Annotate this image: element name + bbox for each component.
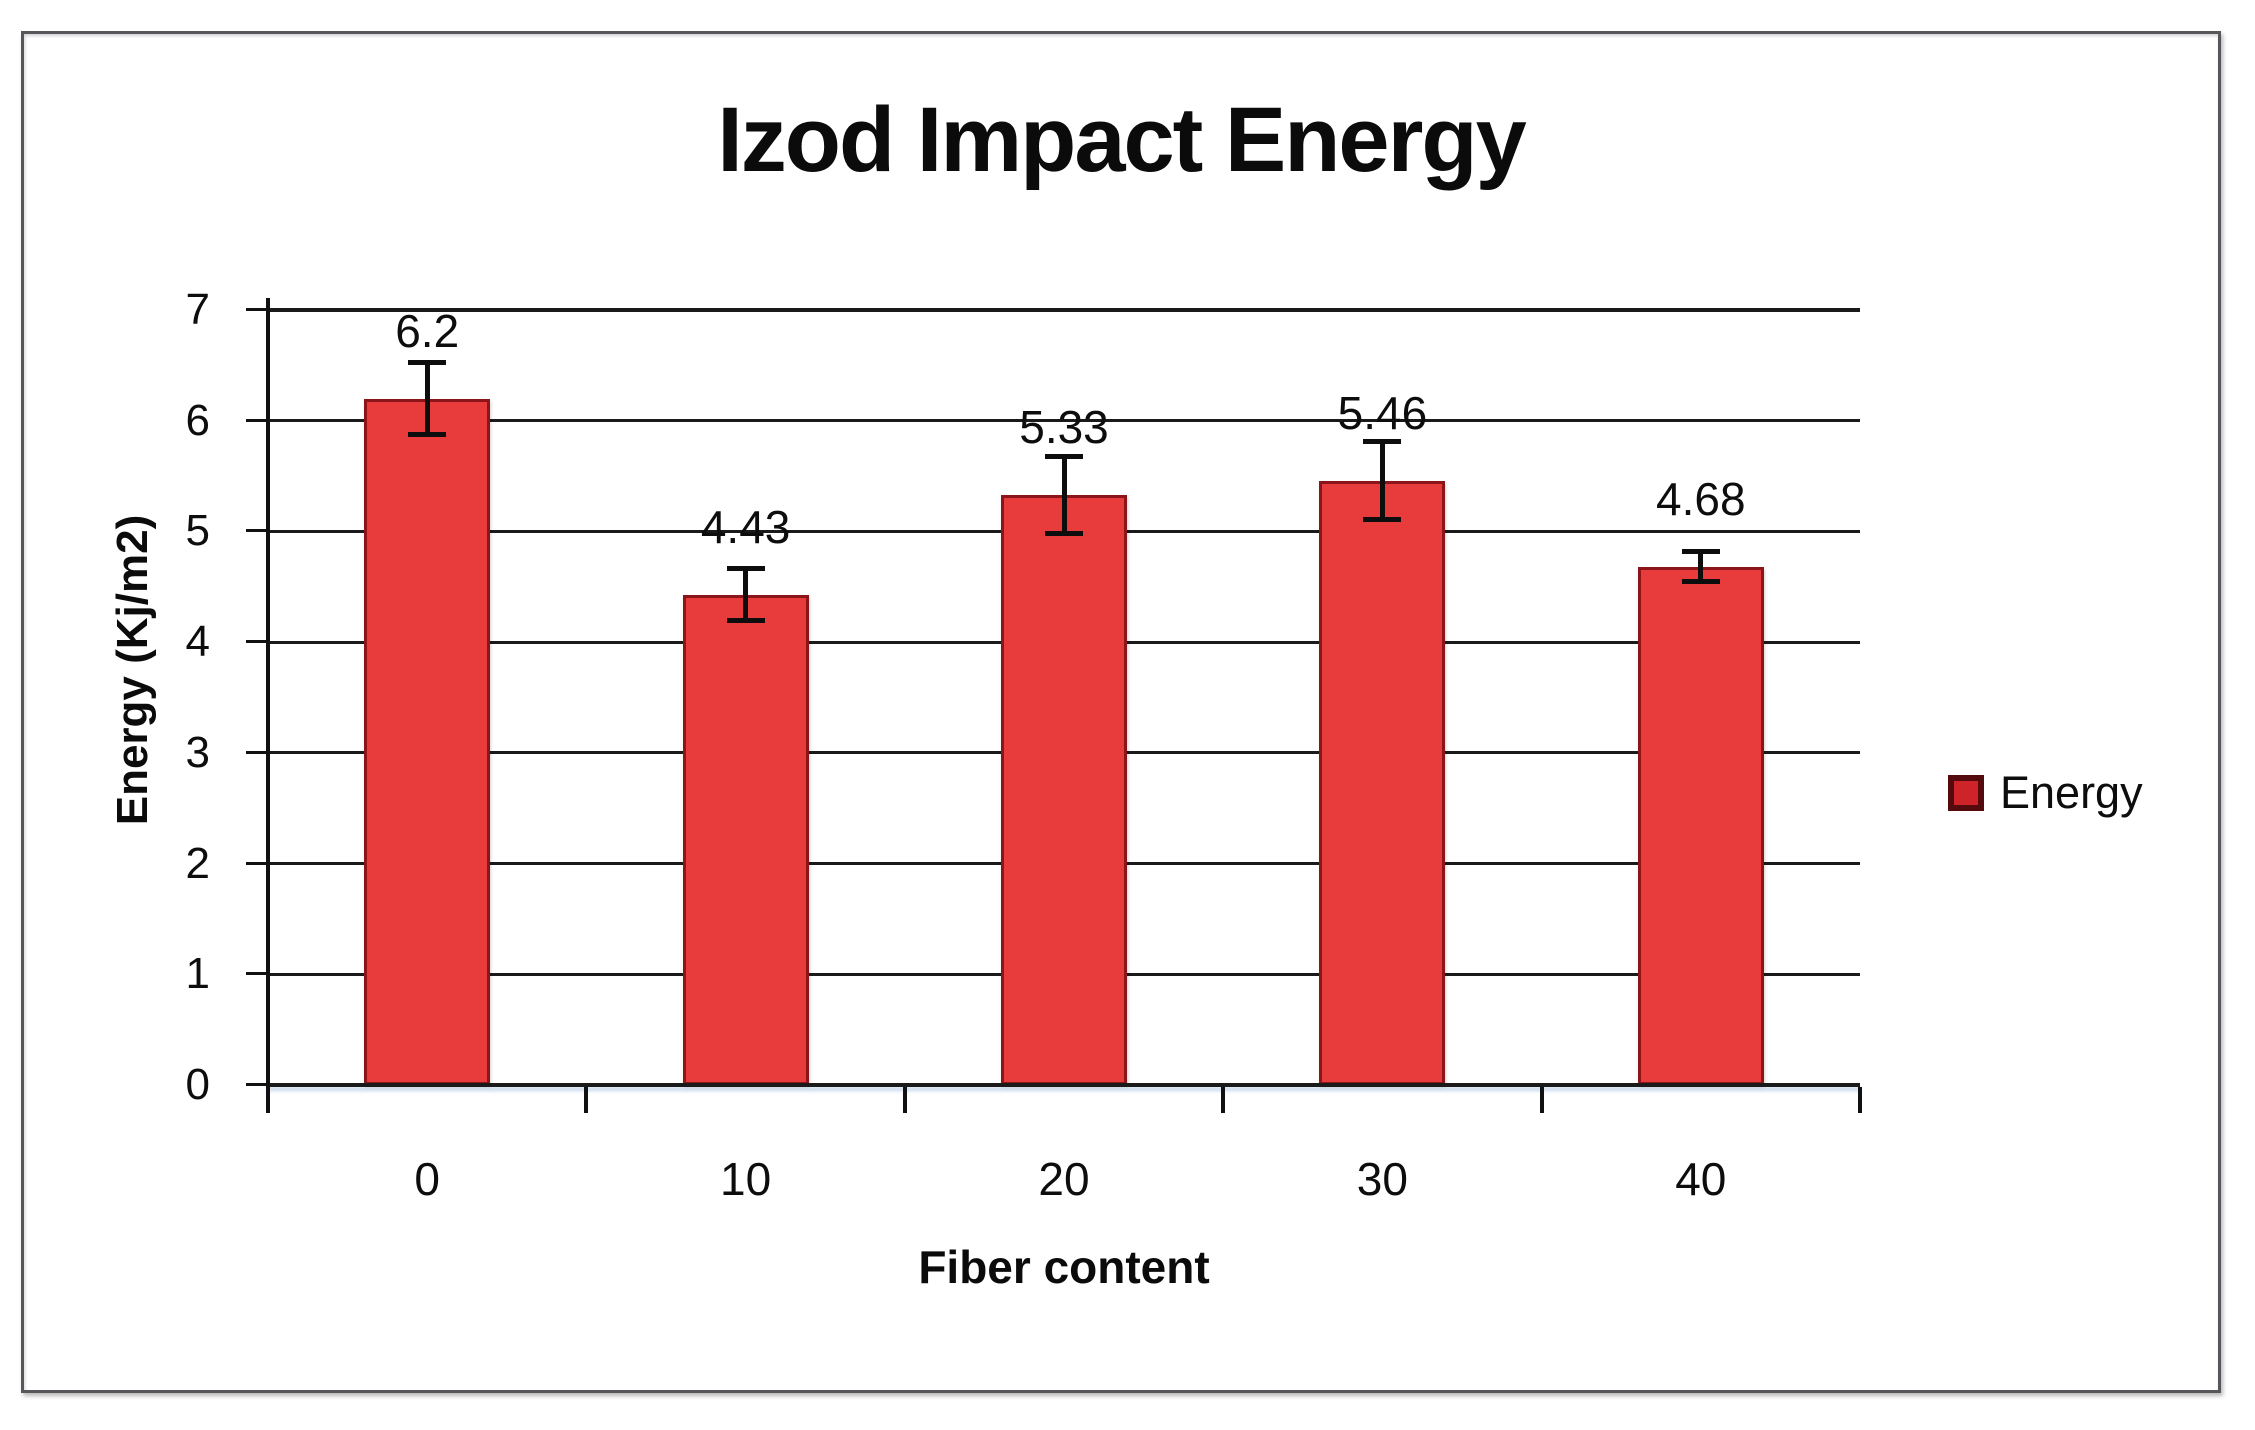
bar bbox=[1001, 494, 1127, 1085]
chart-title: Izod Impact Energy bbox=[717, 89, 1527, 191]
y-tick bbox=[246, 861, 268, 865]
error-bar bbox=[424, 362, 430, 436]
bar-data-label: 5.33 bbox=[1019, 400, 1109, 453]
x-tick bbox=[1221, 1087, 1226, 1113]
bar bbox=[682, 594, 809, 1085]
gridline bbox=[268, 308, 1860, 312]
y-tick-label: 0 bbox=[185, 1060, 210, 1109]
y-tick-label: 6 bbox=[185, 395, 210, 445]
bar-data-label: 5.46 bbox=[1337, 386, 1428, 439]
bar-data-label: 4.68 bbox=[1656, 472, 1746, 525]
bar-data-label: 6.2 bbox=[395, 304, 460, 357]
error-bar-cap bbox=[1681, 549, 1720, 555]
y-axis-line bbox=[266, 298, 270, 1113]
bar-data-label: 4.43 bbox=[700, 500, 791, 553]
y-tick-label: 1 bbox=[185, 949, 210, 999]
bar bbox=[364, 398, 491, 1085]
error-bar bbox=[1698, 551, 1704, 583]
x-tick bbox=[584, 1087, 589, 1113]
x-tick-label: 0 bbox=[414, 1153, 440, 1205]
y-tick-label: 7 bbox=[185, 285, 210, 334]
error-bar-cap bbox=[1045, 454, 1083, 460]
legend: Energy bbox=[1948, 764, 2143, 822]
x-tick bbox=[902, 1087, 907, 1113]
x-tick bbox=[1539, 1087, 1544, 1113]
error-bar-cap bbox=[408, 432, 447, 438]
error-bar-cap bbox=[726, 618, 765, 624]
gridline bbox=[268, 419, 1860, 423]
y-tick bbox=[246, 308, 268, 311]
x-tick-label: 10 bbox=[720, 1153, 772, 1205]
error-bar-cap bbox=[408, 360, 447, 366]
y-tick-label: 2 bbox=[185, 838, 210, 888]
error-bar-cap bbox=[1681, 579, 1720, 585]
y-tick bbox=[246, 418, 268, 422]
y-tick bbox=[246, 529, 268, 533]
x-axis-title: Fiber content bbox=[918, 1241, 1210, 1293]
y-tick bbox=[246, 640, 268, 644]
y-tick-label: 5 bbox=[185, 506, 210, 556]
bar bbox=[1319, 480, 1446, 1085]
error-bar bbox=[1379, 440, 1385, 521]
x-tick-label: 20 bbox=[1038, 1153, 1090, 1205]
error-bar-cap bbox=[1363, 517, 1402, 523]
y-tick bbox=[246, 750, 268, 754]
error-bar-cap bbox=[1045, 530, 1083, 536]
error-bar bbox=[1061, 456, 1067, 534]
bar bbox=[1637, 566, 1764, 1085]
error-bar-cap bbox=[1363, 438, 1402, 444]
legend-energy-swatch-icon bbox=[1948, 775, 1984, 811]
error-bar bbox=[743, 567, 749, 622]
y-tick bbox=[246, 1083, 268, 1086]
x-tick bbox=[266, 1087, 270, 1113]
x-tick bbox=[1858, 1087, 1862, 1113]
x-tick-label: 40 bbox=[1675, 1153, 1727, 1205]
error-bar-cap bbox=[726, 565, 765, 571]
legend-label: Energy bbox=[2000, 767, 2143, 818]
y-tick-label: 3 bbox=[185, 727, 210, 777]
x-tick-label: 30 bbox=[1356, 1153, 1408, 1205]
x-axis-line bbox=[268, 1083, 1860, 1087]
y-tick-label: 4 bbox=[185, 617, 210, 667]
y-tick bbox=[246, 972, 268, 976]
